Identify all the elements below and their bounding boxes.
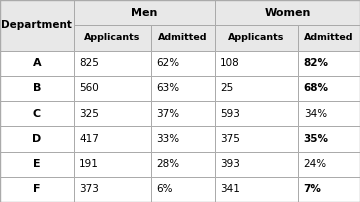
Bar: [0, 50, 73, 76]
Bar: [298, 76, 360, 101]
Bar: [215, 50, 298, 76]
Bar: [215, 126, 298, 152]
Bar: [0, 76, 73, 101]
Text: C: C: [33, 109, 41, 119]
Bar: [215, 177, 298, 202]
Text: Applicants: Applicants: [84, 33, 140, 42]
Text: Women: Women: [264, 8, 311, 18]
Text: D: D: [32, 134, 41, 144]
Text: 63%: 63%: [157, 83, 180, 93]
Bar: [215, 101, 298, 126]
Text: F: F: [33, 184, 41, 194]
Text: 373: 373: [79, 184, 99, 194]
Text: 33%: 33%: [157, 134, 180, 144]
Bar: [0, 126, 73, 152]
Text: 62%: 62%: [157, 58, 180, 68]
Bar: [0, 152, 73, 177]
Text: 68%: 68%: [304, 83, 329, 93]
Bar: [298, 126, 360, 152]
Text: 7%: 7%: [304, 184, 321, 194]
Text: 28%: 28%: [157, 159, 180, 169]
Bar: [298, 50, 360, 76]
Bar: [298, 25, 360, 50]
Bar: [215, 76, 298, 101]
Text: Applicants: Applicants: [228, 33, 285, 42]
Bar: [73, 50, 151, 76]
Bar: [151, 177, 215, 202]
Bar: [215, 152, 298, 177]
Text: 35%: 35%: [304, 134, 329, 144]
Bar: [73, 25, 151, 50]
Bar: [298, 101, 360, 126]
Bar: [0, 0, 73, 50]
Text: 108: 108: [220, 58, 240, 68]
Bar: [73, 101, 151, 126]
Text: E: E: [33, 159, 41, 169]
Bar: [215, 0, 360, 25]
Bar: [0, 101, 73, 126]
Bar: [298, 152, 360, 177]
Text: 325: 325: [79, 109, 99, 119]
Text: Admitted: Admitted: [158, 33, 208, 42]
Bar: [215, 25, 298, 50]
Bar: [151, 101, 215, 126]
Text: 417: 417: [79, 134, 99, 144]
Text: 593: 593: [220, 109, 240, 119]
Bar: [73, 0, 215, 25]
Bar: [151, 76, 215, 101]
Text: Men: Men: [131, 8, 157, 18]
Bar: [298, 177, 360, 202]
Text: 825: 825: [79, 58, 99, 68]
Bar: [151, 126, 215, 152]
Text: 375: 375: [220, 134, 240, 144]
Text: 37%: 37%: [157, 109, 180, 119]
Bar: [73, 76, 151, 101]
Text: 191: 191: [79, 159, 99, 169]
Text: B: B: [33, 83, 41, 93]
Text: 341: 341: [220, 184, 240, 194]
Bar: [151, 25, 215, 50]
Text: 24%: 24%: [304, 159, 327, 169]
Bar: [73, 152, 151, 177]
Text: 34%: 34%: [304, 109, 327, 119]
Text: A: A: [32, 58, 41, 68]
Text: 393: 393: [220, 159, 240, 169]
Bar: [73, 177, 151, 202]
Bar: [73, 126, 151, 152]
Bar: [151, 152, 215, 177]
Text: 560: 560: [79, 83, 99, 93]
Text: 6%: 6%: [157, 184, 173, 194]
Bar: [151, 50, 215, 76]
Text: Admitted: Admitted: [305, 33, 354, 42]
Bar: [0, 177, 73, 202]
Text: Department: Department: [1, 20, 72, 30]
Text: 25: 25: [220, 83, 233, 93]
Text: 82%: 82%: [304, 58, 329, 68]
